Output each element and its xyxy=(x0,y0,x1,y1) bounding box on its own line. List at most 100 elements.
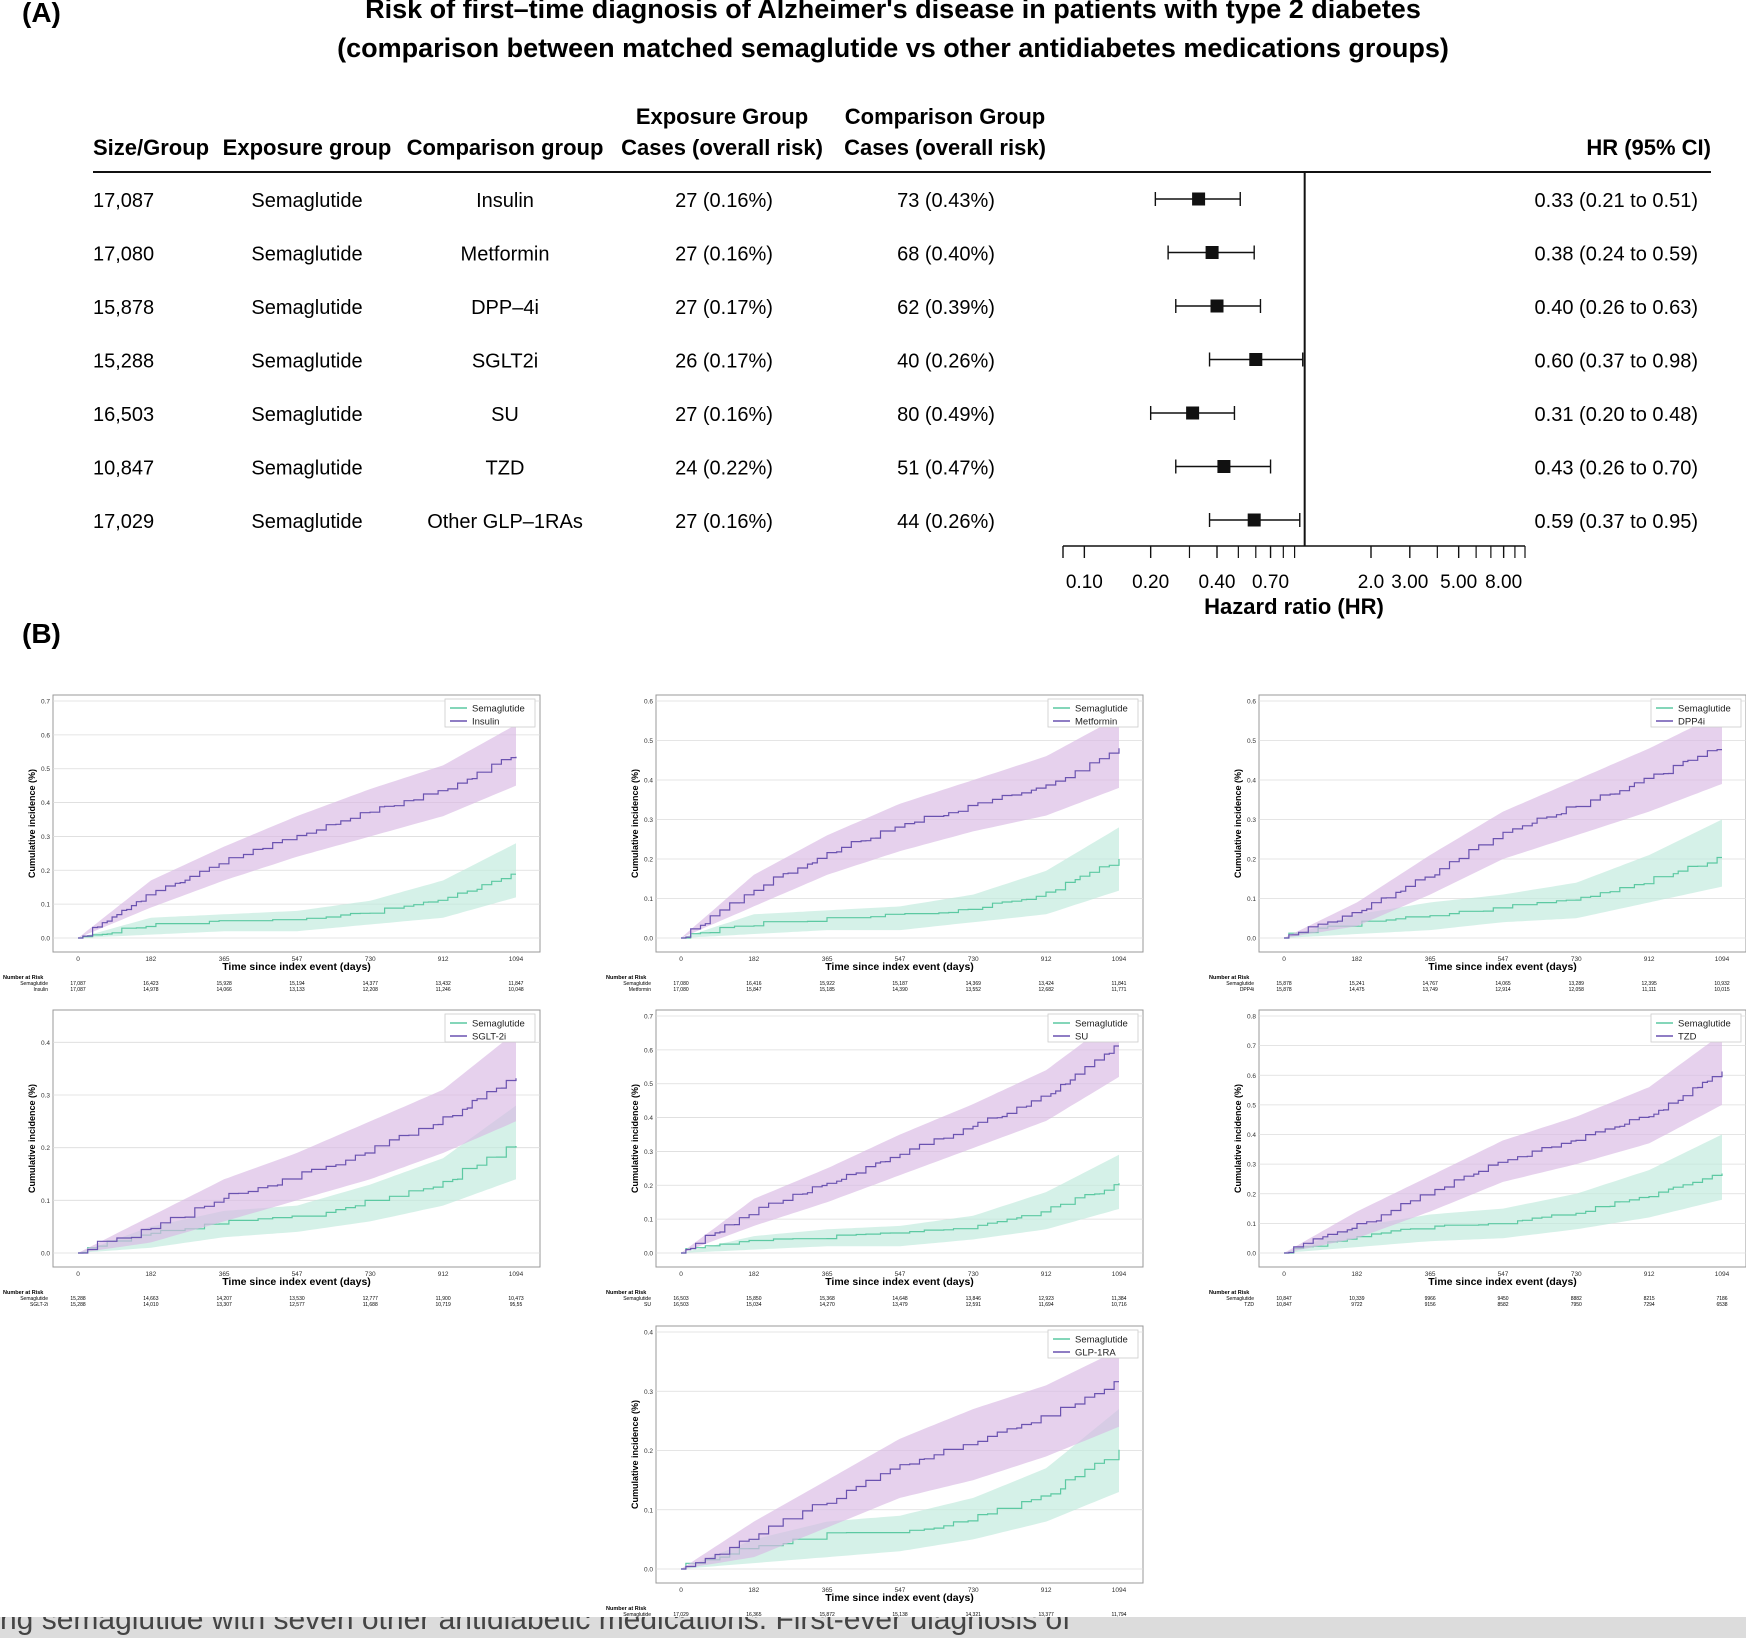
risk-value: 13,749 xyxy=(1422,987,1438,993)
risk-value: 15,850 xyxy=(746,1296,762,1302)
risk-row-label: Metformin xyxy=(629,987,651,993)
hr-point-marker xyxy=(1186,406,1200,420)
risk-value: 17,087 xyxy=(70,987,86,993)
km-confidence-band xyxy=(1284,819,1722,938)
km-chart: 0.0 0.1 0.2 0.3 0.4 0 182 365 547 730 912 1094 Time … xyxy=(606,1325,1144,1624)
forest-row: 16,503 Semaglutide SU 27 (0.16%) 80 (0.49%) 0… xyxy=(93,404,1698,426)
risk-value: 10,716 xyxy=(1111,1302,1127,1308)
km-confidence-band xyxy=(681,1016,1119,1253)
km-y-tick-label: 0.4 xyxy=(41,800,50,807)
risk-value: 15,872 xyxy=(819,1612,835,1618)
km-x-tick-label: 730 xyxy=(1571,1271,1582,1278)
km-x-tick-label: 365 xyxy=(219,1271,230,1278)
row-exposure-cases: 27 (0.16%) xyxy=(675,404,773,426)
km-series-line xyxy=(1284,749,1722,939)
km-y-tick-label: 0.7 xyxy=(644,1014,653,1021)
km-legend-box xyxy=(1650,698,1742,728)
km-panels: 0.0 0.1 0.2 0.3 0.4 0.5 0.6 0.7 0 182 365 547 730 912… xyxy=(3,694,1746,1624)
km-x-tick-label: 0 xyxy=(679,1271,683,1278)
forest-row: 17,029 Semaglutide Other GLP–1RAs 27 (0.16%… xyxy=(93,511,1698,533)
km-y-tick-label: 0.3 xyxy=(1247,1162,1256,1169)
risk-value: 17,087 xyxy=(70,981,86,987)
hr-point-marker xyxy=(1247,513,1261,527)
km-x-tick-label: 0 xyxy=(679,956,683,963)
km-legend-label: Semaglutide xyxy=(1075,1019,1128,1030)
km-y-tick-label: 0.3 xyxy=(41,1093,50,1100)
km-y-tick-label: 0.1 xyxy=(644,1507,653,1514)
km-x-tick-label: 912 xyxy=(1644,956,1655,963)
km-y-tick-label: 0.4 xyxy=(1247,1132,1256,1139)
km-y-tick-label: 0.7 xyxy=(41,699,50,706)
km-legend: Semaglutide Metformin xyxy=(1047,698,1139,728)
risk-value: 14,369 xyxy=(966,981,982,987)
km-y-tick-label: 0.0 xyxy=(644,1251,653,1258)
risk-row-label: SU xyxy=(644,1302,651,1308)
row-hr-text: 0.31 (0.20 to 0.48) xyxy=(1535,404,1698,426)
risk-value: 11,841 xyxy=(1112,981,1127,987)
km-y-tick-label: 0.3 xyxy=(644,1149,653,1156)
risk-value: 8215 xyxy=(1644,1296,1655,1302)
km-x-tick-label: 547 xyxy=(292,1271,303,1278)
km-series-line xyxy=(681,1183,1120,1254)
risk-row-label: Semaglutide xyxy=(1226,1296,1254,1302)
km-legend-label: Semaglutide xyxy=(1075,704,1128,715)
row-hr-text: 0.40 (0.26 to 0.63) xyxy=(1535,297,1698,319)
forest-row: 17,087 Semaglutide Insulin 27 (0.16%) 73 (0.… xyxy=(93,190,1698,212)
km-x-tick-label: 1094 xyxy=(509,1271,524,1278)
km-y-tick-label: 0.5 xyxy=(644,1081,653,1088)
risk-value: 15,288 xyxy=(70,1302,86,1308)
km-x-tick-label: 182 xyxy=(145,1271,156,1278)
km-y-tick-label: 0.0 xyxy=(41,936,50,943)
km-confidence-band xyxy=(681,1154,1119,1253)
row-comparison: TZD xyxy=(486,458,525,480)
row-size: 17,087 xyxy=(93,190,154,212)
km-y-tick-label: 0.0 xyxy=(1247,936,1256,943)
km-x-tick-label: 0 xyxy=(76,1271,80,1278)
km-legend-box xyxy=(1047,1329,1139,1359)
km-legend: Semaglutide GLP-1RA xyxy=(1047,1329,1139,1359)
row-hr-text: 0.38 (0.24 to 0.59) xyxy=(1535,244,1698,266)
km-series-line xyxy=(681,1381,1119,1570)
km-x-tick-label: 182 xyxy=(748,1587,759,1594)
km-legend-box xyxy=(1047,698,1139,728)
km-x-tick-label: 730 xyxy=(968,956,979,963)
row-size: 17,029 xyxy=(93,511,154,533)
row-hr-text: 0.60 (0.37 to 0.98) xyxy=(1535,351,1698,373)
forest-row: 15,288 Semaglutide SGLT2i 26 (0.17%) 40 (0.2… xyxy=(93,351,1698,373)
km-x-tick-label: 365 xyxy=(822,1271,833,1278)
km-y-tick-label: 0.4 xyxy=(644,778,653,785)
caption-fragment: ng semaglutide with seven other antidiab… xyxy=(0,1617,1746,1638)
km-y-tick-label: 0.1 xyxy=(1247,1221,1256,1228)
risk-value: 10,048 xyxy=(508,987,524,993)
risk-value: 12,923 xyxy=(1038,1296,1054,1302)
risk-value: 11,694 xyxy=(1039,1302,1054,1308)
km-y-tick-label: 0.5 xyxy=(1247,738,1256,745)
row-comparison: Metformin xyxy=(461,244,550,266)
km-legend: Semaglutide DPP4i xyxy=(1650,698,1742,728)
km-x-tick-label: 1094 xyxy=(509,956,524,963)
row-comparison: Insulin xyxy=(476,190,534,212)
risk-value: 10,339 xyxy=(1349,1296,1365,1302)
km-x-tick-label: 912 xyxy=(1041,1587,1052,1594)
km-y-tick-label: 0.3 xyxy=(1247,817,1256,824)
km-x-axis-label: Time since index event (days) xyxy=(222,1276,371,1288)
row-comparison-cases: 68 (0.40%) xyxy=(897,244,995,266)
hr-axis-tick-label: 8.00 xyxy=(1485,572,1522,593)
km-y-tick-label: 0.4 xyxy=(41,1040,50,1047)
risk-value: 11,384 xyxy=(1112,1296,1127,1302)
risk-value: 6538 xyxy=(1716,1302,1727,1308)
header-comparison-group: Comparison group xyxy=(407,135,604,160)
km-x-axis-label: Time since index event (days) xyxy=(222,961,371,973)
risk-row-label: SGLT-2i xyxy=(30,1302,48,1308)
risk-value: 17,080 xyxy=(673,987,689,993)
km-series-line xyxy=(1284,1173,1723,1254)
km-x-axis-label: Time since index event (days) xyxy=(825,961,974,973)
forest-title-line2: (comparison between matched semaglutide … xyxy=(337,33,1449,63)
km-legend-label: DPP4i xyxy=(1678,717,1705,728)
row-exposure: Semaglutide xyxy=(251,351,362,373)
risk-value: 16,423 xyxy=(143,981,159,987)
risk-value: 11,111 xyxy=(1642,987,1656,993)
km-y-tick-label: 0.4 xyxy=(1247,778,1256,785)
km-confidence-band xyxy=(681,1349,1119,1569)
